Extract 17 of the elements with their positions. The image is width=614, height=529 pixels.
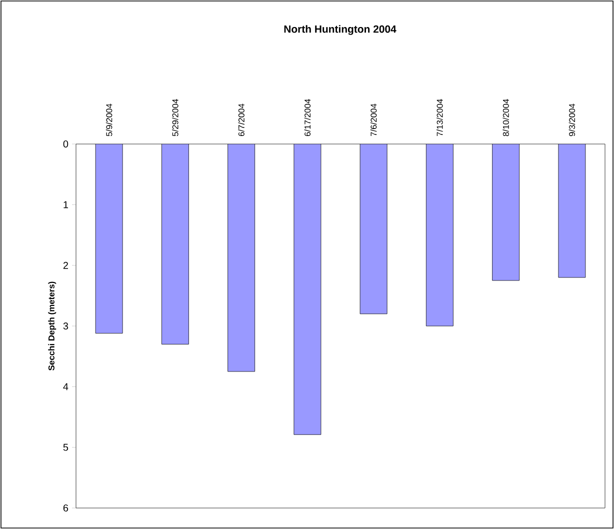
x-tick-label: 7/13/2004	[436, 99, 443, 136]
chart-title: North Huntington 2004	[284, 25, 396, 35]
y-tick-label: 5	[63, 444, 68, 451]
y-tick-label: 1	[64, 201, 68, 208]
x-tick-label: 6/7/2004	[238, 104, 244, 136]
y-tick-label: 6	[63, 504, 68, 512]
x-tick-label: 5/9/2004	[106, 104, 112, 136]
y-tick-label: 4	[63, 383, 68, 390]
y-tick-label: 3	[63, 322, 68, 330]
y-axis-title: Secchi Depth (meters)	[48, 282, 56, 370]
y-tick-label: 0	[63, 140, 68, 148]
x-tick-label: 5/29/2004	[172, 99, 178, 136]
x-tick-label: 6/17/2004	[304, 99, 311, 136]
x-tick-label: 7/6/2004	[370, 104, 377, 136]
x-tick-label: 9/3/2004	[568, 104, 576, 136]
y-tick-label: 2	[63, 262, 68, 269]
x-tick-label: 8/10/2004	[502, 99, 509, 136]
